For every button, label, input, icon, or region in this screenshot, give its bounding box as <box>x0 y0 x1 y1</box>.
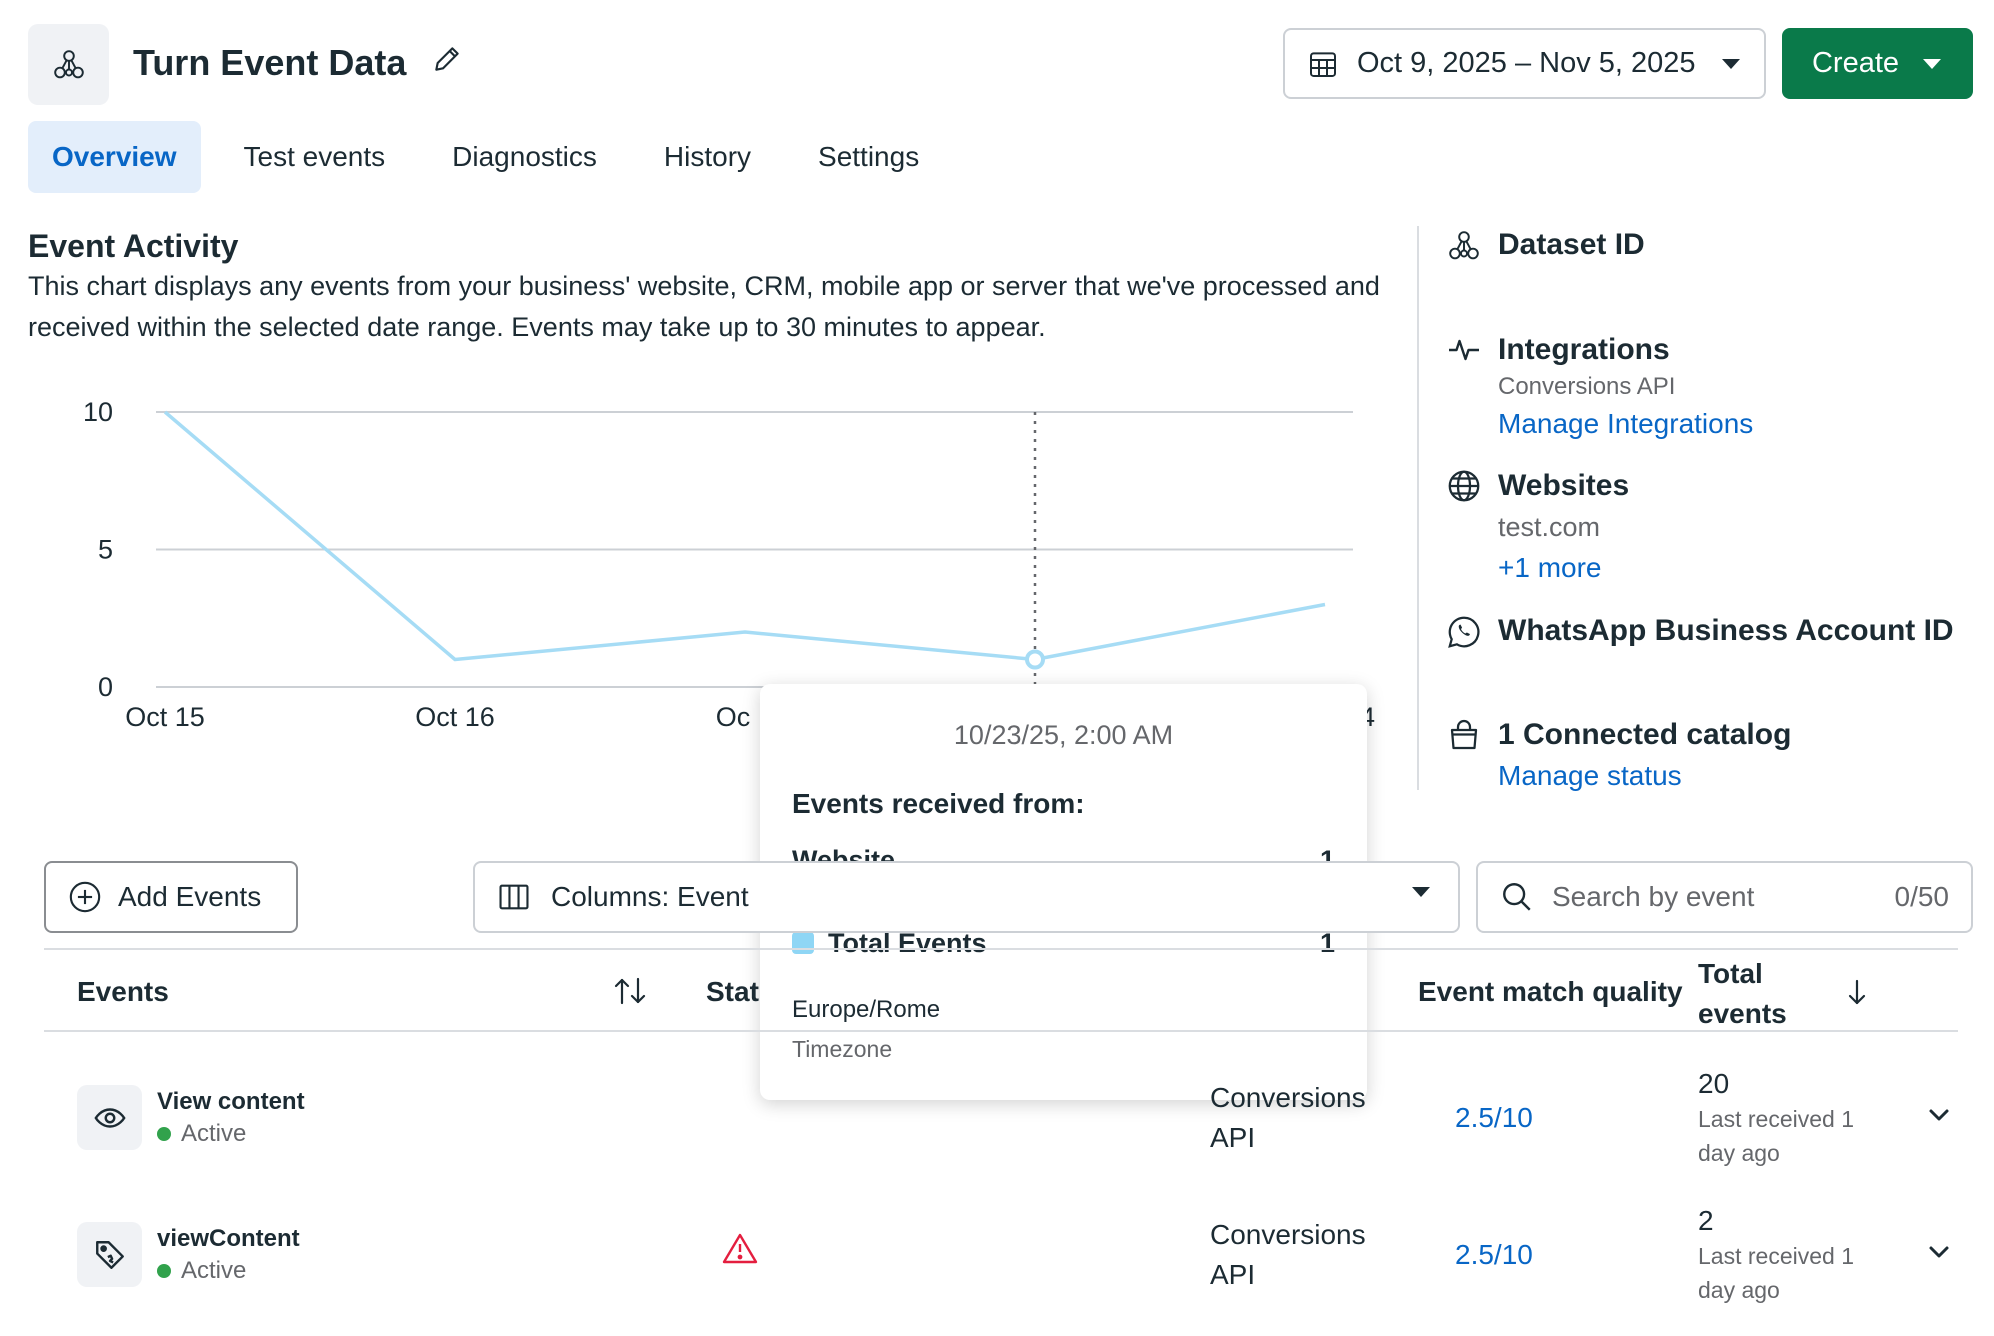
create-button[interactable]: Create <box>1782 28 1973 99</box>
columns-selector[interactable]: Columns: Event <box>473 861 1460 933</box>
integrations-label: Integrations <box>1498 333 1670 366</box>
dataset-icon <box>53 49 84 78</box>
catalog-label: 1 Connected catalog <box>1498 718 1792 751</box>
event-status-label: Active <box>181 1120 247 1147</box>
event-activity-title: Event Activity <box>28 228 239 264</box>
y-tick-label: 10 <box>83 397 113 427</box>
x-tick-label: Oct 15 <box>125 702 205 732</box>
search-icon <box>1503 883 1531 911</box>
column-header-status[interactable]: Stat <box>706 976 759 1007</box>
columns-label: Columns: Event <box>551 881 749 912</box>
event-status: Active <box>157 1120 246 1148</box>
whatsapp-label: WhatsApp Business Account ID <box>1498 614 1954 647</box>
search-placeholder: Search by event <box>1552 881 1755 912</box>
tag-icon <box>77 1222 142 1287</box>
warning-icon[interactable] <box>722 1232 758 1264</box>
websites-label: Websites <box>1498 469 1630 502</box>
add-events-label: Add Events <box>118 881 262 912</box>
create-label: Create <box>1811 47 1900 79</box>
total-events-value: 20 <box>1698 1068 1730 1099</box>
website-value: test.com <box>1498 512 1601 542</box>
event-source-line1: Conversions <box>1210 1219 1366 1250</box>
series-swatch <box>792 932 814 954</box>
caret-down-icon <box>1412 887 1430 897</box>
column-header-emq[interactable]: Event match quality <box>1418 976 1683 1007</box>
tooltip-date: 10/23/25, 2:00 AM <box>953 720 1174 750</box>
tooltip-timezone-label: Timezone <box>792 1036 893 1062</box>
dataset-icon-tile <box>28 24 109 105</box>
table-top-border <box>44 948 1958 950</box>
table-header-border <box>44 1030 1958 1032</box>
event-name[interactable]: viewContent <box>157 1225 300 1252</box>
event-source-line2: API <box>1210 1259 1256 1290</box>
status-dot <box>157 1264 171 1278</box>
event-activity-description: This chart displays any events from your… <box>28 271 1380 342</box>
tooltip-heading: Events received from: <box>792 788 1085 819</box>
tab-bar: Overview Test events Diagnostics History… <box>28 121 962 193</box>
caret-down-icon <box>1722 58 1740 69</box>
x-tick-label: Oct 16 <box>415 702 495 732</box>
tab-test-events[interactable]: Test events <box>243 141 386 172</box>
search-input[interactable]: Search by event 0/50 <box>1476 861 1973 933</box>
eye-icon <box>77 1085 142 1150</box>
chevron-down-icon[interactable] <box>1928 1108 1950 1122</box>
page-title: Turn Event Data <box>133 42 407 83</box>
hover-point <box>1025 649 1045 670</box>
series-line <box>163 410 1326 662</box>
last-received: Last received 1 day ago <box>1698 1243 1854 1303</box>
total-events-value: 2 <box>1698 1205 1714 1236</box>
plus-circle-icon <box>69 881 101 913</box>
sort-icon[interactable] <box>613 976 647 1006</box>
tab-diagnostics[interactable]: Diagnostics <box>452 141 597 172</box>
search-char-count: 0/50 <box>1894 881 1950 912</box>
date-range-label: Oct 9, 2025 – Nov 5, 2025 <box>1357 47 1696 79</box>
tooltip-total-value: 1 <box>1319 928 1335 958</box>
tooltip-total-label: Total Events <box>828 928 987 958</box>
globe-icon <box>1446 468 1482 504</box>
event-source-line2: API <box>1210 1122 1256 1153</box>
tab-overview[interactable]: Overview <box>28 121 201 193</box>
manage-status-link[interactable]: Manage status <box>1498 760 1682 791</box>
tab-history[interactable]: History <box>663 141 752 172</box>
whatsapp-icon <box>1446 614 1482 650</box>
column-header-total[interactable]: Total events <box>1698 958 1787 1029</box>
event-status: Active <box>157 1257 246 1285</box>
event-match-quality-link[interactable]: 2.5/10 <box>1455 1102 1533 1133</box>
event-source-line1: Conversions <box>1210 1082 1366 1113</box>
event-name[interactable]: View content <box>157 1088 305 1115</box>
calendar-icon <box>1310 51 1336 77</box>
x-tick-label: Oc <box>716 702 751 732</box>
pencil-icon[interactable] <box>431 43 463 75</box>
event-source: Conversions API <box>1210 1215 1410 1295</box>
shopping-bag-icon <box>1446 718 1482 754</box>
event-source: Conversions API <box>1210 1078 1410 1158</box>
column-header-events[interactable]: Events <box>77 976 169 1007</box>
event-match-quality-link[interactable]: 2.5/10 <box>1455 1239 1533 1270</box>
columns-icon <box>499 884 529 910</box>
status-dot <box>157 1127 171 1141</box>
sort-down-icon[interactable] <box>1846 978 1868 1006</box>
y-tick-label: 5 <box>98 535 113 565</box>
integrations-sub: Conversions API <box>1498 373 1676 400</box>
tab-settings[interactable]: Settings <box>818 141 920 172</box>
caret-down-icon <box>1923 58 1942 69</box>
event-activity-chart: 0 5 10 Oct 15 Oct 16 Oc 4 <box>28 380 1388 740</box>
more-websites-link[interactable]: +1 more <box>1498 552 1602 583</box>
last-received: Last received 1 day ago <box>1698 1106 1854 1166</box>
chevron-down-icon[interactable] <box>1928 1245 1950 1259</box>
event-status-label: Active <box>181 1257 247 1284</box>
dataset-id-label: Dataset ID <box>1498 228 1645 261</box>
tooltip-timezone: Europe/Rome <box>792 996 941 1023</box>
panel-divider <box>1417 226 1419 790</box>
y-tick-label: 0 <box>98 672 113 702</box>
date-range-picker[interactable]: Oct 9, 2025 – Nov 5, 2025 <box>1283 28 1766 99</box>
manage-integrations-link[interactable]: Manage Integrations <box>1498 408 1754 439</box>
dataset-icon <box>1446 228 1482 264</box>
add-events-button[interactable]: Add Events <box>44 861 298 933</box>
pulse-icon <box>1446 332 1482 368</box>
